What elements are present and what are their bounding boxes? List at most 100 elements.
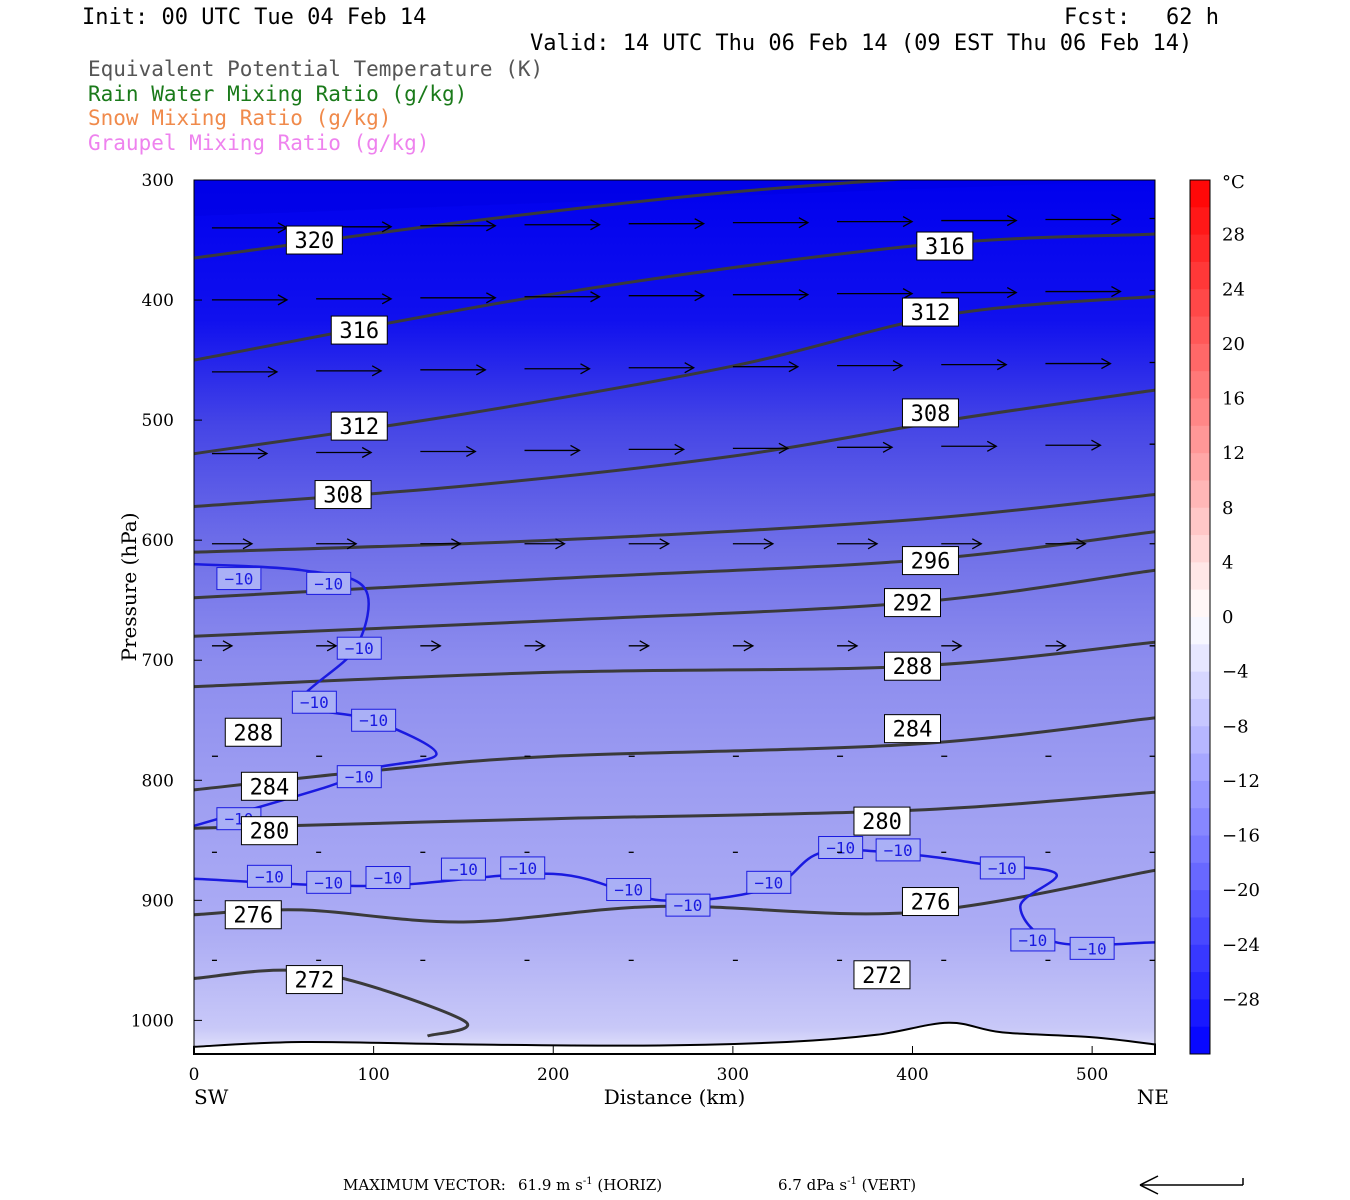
isotherm-label-box [500, 856, 546, 880]
theta-e-label: 308 [323, 484, 363, 509]
wind-vector-head [743, 640, 755, 652]
theta-e-label: 284 [250, 775, 290, 800]
wind-vector-head [267, 366, 279, 378]
x-left-direction: SW [194, 1085, 229, 1109]
theta-e-label: 316 [925, 235, 965, 260]
isotherm-label-box [291, 690, 337, 714]
theta-e-label-box [285, 225, 343, 255]
colorbar-tick-label: −24 [1222, 935, 1260, 956]
isotherm-label: −10 [754, 873, 783, 892]
theta-e-label: 316 [339, 319, 379, 344]
x-axis-title: Distance (km) [604, 1085, 746, 1109]
wind-vector-head [361, 446, 373, 459]
theta-e-contour-284 [194, 716, 1155, 792]
colorbar-step [1190, 808, 1210, 836]
isotherm-label: −10 [988, 859, 1017, 878]
forecast-label: Fcst: [1064, 5, 1131, 30]
x-tick-label: 0 [189, 1065, 200, 1085]
legend-graupel: Graupel Mixing Ratio (g/kg) [88, 131, 430, 155]
colorbar-step [1190, 207, 1210, 236]
colorbar-tick-label: 12 [1222, 443, 1245, 464]
colorbar-step [1190, 617, 1210, 645]
y-tick-label: 300 [142, 171, 174, 191]
wind-vector-head [476, 364, 487, 376]
theta-e-label: 272 [294, 969, 334, 994]
colorbar-step [1190, 289, 1210, 318]
wind-vector-head [1091, 439, 1102, 451]
forecast-hour: 62 h [1166, 5, 1219, 30]
wind-vector-head [381, 293, 393, 305]
wind-vector-head [778, 442, 790, 454]
legend-rain: Rain Water Mixing Ratio (g/kg) [88, 82, 468, 106]
theta-e-label-box [916, 231, 974, 261]
colorbar-step [1190, 726, 1210, 755]
colorbar-step [1190, 698, 1210, 727]
colorbar-step [1190, 480, 1210, 509]
colorbar-step [1190, 180, 1210, 208]
colorbar-step [1190, 316, 1210, 345]
y-tick-label: 500 [142, 411, 174, 431]
theta-e-contour-276 [194, 868, 1155, 924]
colorbar-tick-label: −20 [1222, 880, 1260, 901]
wind-vector-head [486, 292, 497, 304]
theta-e-label: 312 [339, 415, 379, 440]
isotherm-label: −10 [345, 639, 374, 658]
isotherm-label-box [606, 878, 652, 902]
wind-vector-head [971, 538, 983, 550]
wind-vector-head [1076, 538, 1087, 550]
temperature-field [194, 180, 1155, 1054]
colorbar-unit: °C [1222, 172, 1245, 193]
terrain [193, 1021, 1156, 1055]
wind-vector-head [1111, 285, 1122, 298]
theta-e-label-box [224, 717, 282, 747]
colorbar-step [1190, 562, 1210, 591]
isotherm-label: −10 [345, 768, 374, 787]
colorbar-tick-label: −4 [1222, 662, 1249, 683]
isotherm-label-box [665, 893, 711, 917]
colorbar-step [1190, 1026, 1210, 1055]
wind-vector-head [1216, 213, 1225, 223]
theta-e-label: 312 [911, 301, 951, 326]
theta-e-label: 308 [911, 402, 951, 427]
isotherm-label-box [440, 857, 486, 881]
max-vector-arrow [1139, 1175, 1244, 1195]
isotherm-label-box [979, 856, 1025, 880]
isotherm-label-box [1010, 928, 1056, 952]
wind-vector-head [788, 361, 800, 373]
wind-vector-head [570, 444, 581, 456]
wind-vector-head [1111, 213, 1122, 226]
isotherm-label: −10 [674, 896, 703, 915]
theta-e-label-box [884, 714, 942, 744]
max-vector-label: MAXIMUM VECTOR: [343, 1176, 506, 1194]
colorbar-step [1190, 589, 1210, 618]
isotherm-label: −10 [374, 869, 403, 888]
theta-e-label-box [901, 546, 959, 576]
isotherm-label-box [246, 864, 292, 888]
theta-e-label-box [330, 315, 388, 345]
wind-vector-head [798, 289, 810, 301]
theta-e-label: 296 [911, 550, 951, 575]
isotherm-label: −10 [224, 570, 253, 589]
wind-vector-head [867, 538, 879, 550]
wind-vector-head [1006, 214, 1018, 227]
colorbar-tick-label: 4 [1222, 552, 1233, 573]
max-vector-vertical: 6.7 dPa s-1 (VERT) [778, 1176, 917, 1194]
wind-vector-head [684, 362, 696, 374]
colorbar-step [1190, 261, 1210, 290]
max-vector-horizontal: 61.9 m s-1 (HORIZ) [518, 1176, 663, 1194]
theta-e-contour-288 [194, 640, 1155, 689]
theta-e-label-box [285, 965, 343, 995]
wind-vector-head [222, 640, 234, 652]
isotherm-label-box [216, 567, 262, 591]
wind-vector-head [694, 290, 706, 302]
wind-vector-head [1006, 287, 1018, 299]
isotherm-label-box [336, 636, 382, 660]
x-tick-label: 200 [537, 1065, 569, 1085]
theta-e-label-box [901, 297, 959, 327]
x-tick-label: 100 [357, 1065, 389, 1085]
wind-vector-head [590, 219, 601, 231]
colorbar-step [1190, 507, 1210, 536]
isotherm-label: −10 [614, 881, 643, 900]
wind-vector-head [996, 359, 1008, 371]
y-tick-label: 700 [142, 651, 174, 671]
